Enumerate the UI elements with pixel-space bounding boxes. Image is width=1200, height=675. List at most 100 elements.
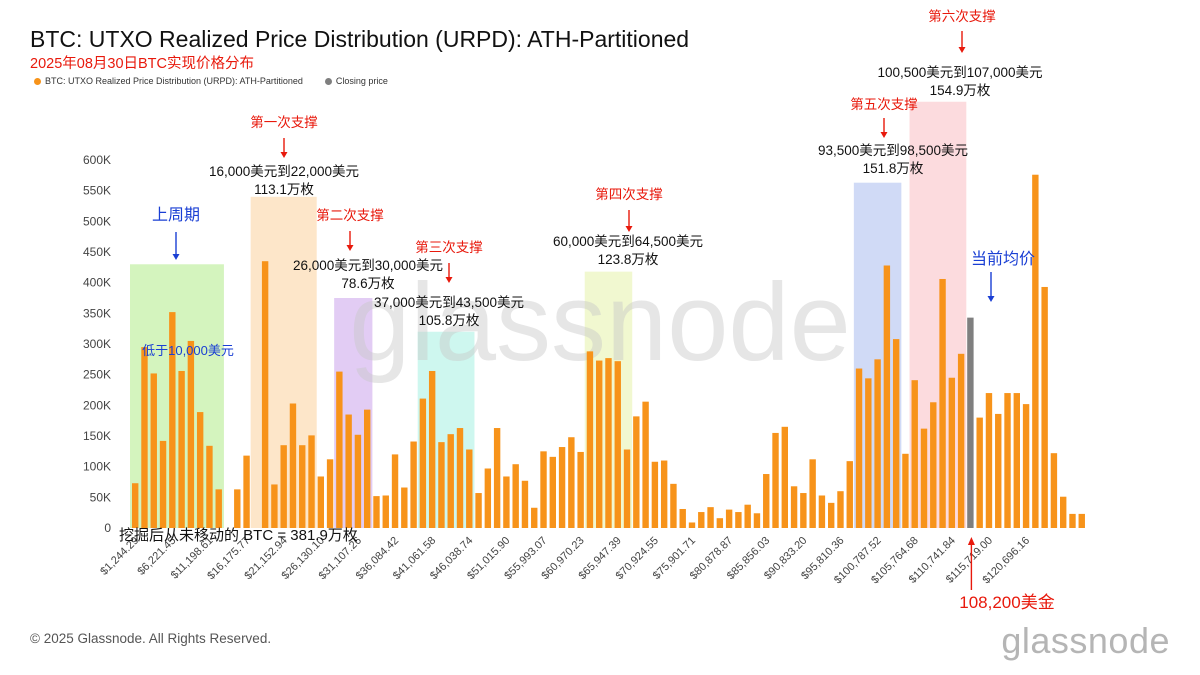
- bar: [364, 409, 371, 528]
- bar: [744, 504, 751, 528]
- highlight-range-label: 78.6万枚: [341, 276, 395, 291]
- bar: [1060, 496, 1067, 528]
- bar: [930, 402, 937, 528]
- bar: [410, 441, 417, 528]
- bar: [623, 449, 631, 528]
- bar: [1032, 174, 1039, 528]
- bar: [698, 512, 705, 528]
- bar: [308, 435, 315, 528]
- bar: [725, 509, 733, 528]
- highlight-range-label: 151.8万枚: [863, 161, 924, 176]
- highlight-callout-label: 第五次支撑: [850, 96, 918, 112]
- bar: [159, 440, 167, 528]
- bar: [132, 483, 139, 528]
- callout-arrow-head: [445, 277, 453, 283]
- bar: [772, 432, 779, 528]
- y-tick-label: 0: [104, 521, 111, 535]
- bar: [605, 358, 612, 528]
- highlight-callout-label: 上周期: [152, 206, 200, 224]
- bar: [326, 459, 334, 528]
- current-average-arrow-head: [987, 296, 995, 302]
- bar: [939, 278, 946, 528]
- bar: [642, 401, 649, 528]
- y-tick-label: 150K: [83, 429, 111, 443]
- bar: [401, 487, 408, 528]
- chart-title: BTC: UTXO Realized Price Distribution (U…: [30, 26, 690, 52]
- bar: [995, 413, 1002, 528]
- bars: [132, 174, 1085, 528]
- bar: [299, 445, 306, 528]
- bar: [883, 265, 891, 528]
- bar: [475, 493, 482, 528]
- highlight-callout-label: 第六次支撑: [928, 8, 996, 24]
- current-average-label: 当前均价: [971, 250, 1035, 268]
- bar: [892, 339, 900, 528]
- bar: [169, 312, 176, 528]
- bar: [911, 380, 918, 528]
- bar: [781, 426, 788, 528]
- bar: [382, 495, 389, 528]
- callout-arrow-head: [346, 245, 354, 251]
- bar: [354, 434, 362, 528]
- bar: [438, 442, 445, 528]
- bar: [428, 370, 436, 528]
- copyright-notice: © 2025 Glassnode. All Rights Reserved.: [30, 631, 272, 646]
- bar: [215, 489, 222, 528]
- highlight-range-label: 16,000美元到22,000美元: [209, 164, 359, 179]
- bar: [150, 373, 157, 528]
- bar: [753, 513, 761, 528]
- bar: [317, 476, 324, 528]
- bar: [633, 416, 640, 528]
- bar: [466, 449, 473, 528]
- highlight-callout-label: 第三次支撑: [415, 239, 483, 255]
- bar: [178, 370, 185, 528]
- highlight-range-label: 123.8万枚: [598, 252, 659, 267]
- bar: [289, 403, 297, 528]
- bar: [503, 476, 510, 528]
- bar: [456, 428, 464, 528]
- highlight-range-label: 105.8万枚: [419, 313, 480, 328]
- legend-label-closing-price: Closing price: [335, 76, 388, 86]
- bar: [976, 417, 983, 528]
- unmoved-btc-note: 挖掘后从未移动的 BTC = 381.9万枚: [119, 527, 358, 544]
- bar: [586, 351, 594, 528]
- bar: [828, 502, 835, 528]
- highlight-range-label: 154.9万枚: [930, 83, 991, 98]
- bar: [196, 412, 204, 528]
- bar: [447, 434, 454, 528]
- annotations: 低于10,000美元 上周期 16,000美元到22,000美元 113.1万枚第一次…: [119, 8, 1055, 612]
- bar: [837, 491, 844, 528]
- bar: [206, 445, 213, 528]
- bar: [957, 353, 965, 528]
- bar: [670, 483, 677, 528]
- bar: [855, 368, 863, 528]
- bar: [540, 451, 547, 528]
- y-tick-label: 50K: [90, 490, 111, 504]
- bar: [865, 378, 872, 528]
- bar: [577, 451, 584, 528]
- bar: [280, 445, 287, 528]
- glassnode-logo: glassnode: [1001, 620, 1170, 661]
- y-tick-label: 450K: [83, 245, 111, 259]
- legend-swatch-closing-price: [324, 77, 332, 85]
- bar: [419, 398, 427, 528]
- bar: [735, 512, 742, 528]
- y-tick-label: 600K: [83, 153, 111, 167]
- bar: [679, 508, 686, 528]
- bar: [391, 454, 399, 528]
- bar: [809, 459, 816, 528]
- bar: [1041, 286, 1048, 528]
- bar: [271, 484, 278, 528]
- closing-price-label: 108,200美金: [959, 593, 1054, 612]
- bar: [493, 428, 501, 528]
- highlight-callout-label: 第四次支撑: [595, 186, 663, 202]
- bar: [521, 480, 529, 528]
- bar: [345, 414, 352, 528]
- y-tick-label: 550K: [83, 184, 111, 198]
- bar: [651, 461, 659, 528]
- callout-arrow-head: [172, 254, 180, 260]
- bar: [234, 489, 241, 528]
- callout-arrow-head: [625, 226, 633, 232]
- highlight-range-label: 低于10,000美元: [142, 343, 234, 358]
